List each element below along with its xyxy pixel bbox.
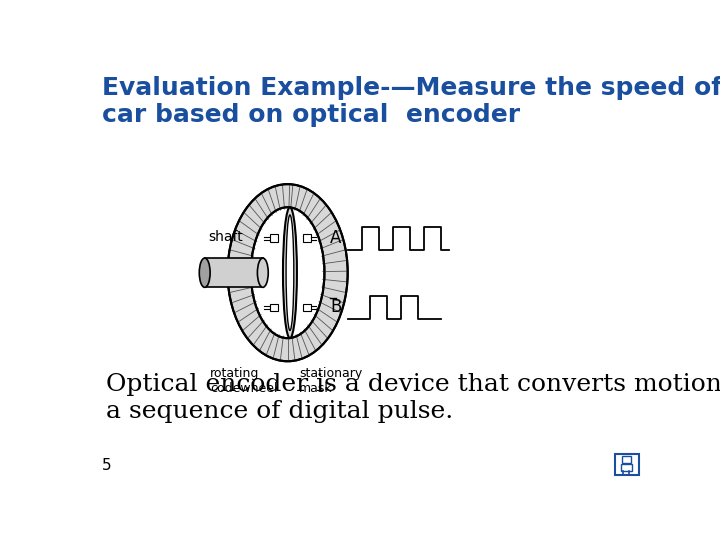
Bar: [621, 456, 631, 463]
Text: shaft: shaft: [209, 231, 243, 244]
Text: a sequence of digital pulse.: a sequence of digital pulse.: [106, 400, 453, 423]
Bar: [621, 464, 631, 470]
Text: Evaluation Example-—Measure the speed of the: Evaluation Example-—Measure the speed of…: [102, 76, 720, 100]
Ellipse shape: [251, 207, 325, 338]
Ellipse shape: [258, 258, 269, 287]
Bar: [303, 303, 311, 311]
Ellipse shape: [199, 258, 210, 287]
Bar: [270, 303, 277, 311]
Text: car based on optical  encoder: car based on optical encoder: [102, 103, 520, 127]
Ellipse shape: [228, 184, 348, 361]
Text: Optical encoder is a device that converts motion into: Optical encoder is a device that convert…: [106, 373, 720, 396]
Text: stationary
mask: stationary mask: [300, 367, 362, 395]
Bar: [303, 234, 311, 242]
Text: B: B: [330, 298, 341, 316]
FancyBboxPatch shape: [616, 454, 639, 475]
Bar: [204, 258, 263, 287]
Ellipse shape: [283, 207, 297, 338]
Text: rotating
codewheel: rotating codewheel: [210, 367, 278, 395]
Ellipse shape: [286, 215, 294, 330]
Text: A: A: [330, 229, 341, 247]
Bar: [270, 234, 277, 242]
Text: 5: 5: [102, 458, 112, 473]
